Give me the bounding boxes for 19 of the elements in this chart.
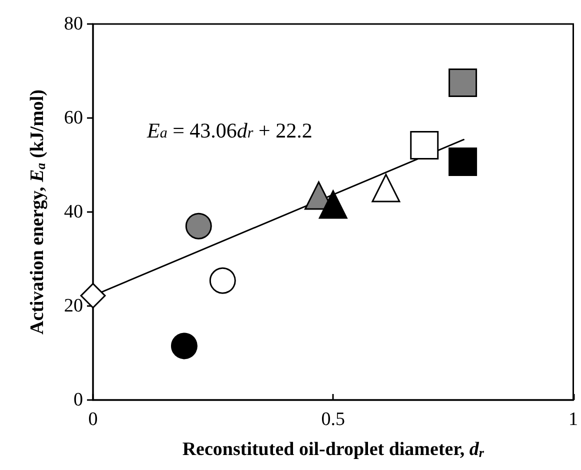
y-tick-label: 80 (64, 14, 83, 34)
y-tick-label: 0 (74, 390, 83, 410)
y-tick-label: 60 (64, 108, 83, 128)
x-axis-title: Reconstituted oil-droplet diameter, dr (182, 439, 485, 460)
point (372, 174, 400, 202)
y-tick-label: 40 (64, 202, 83, 222)
point (209, 267, 236, 294)
point (448, 68, 478, 97)
x-tick-label: 0 (88, 409, 98, 430)
point (185, 212, 212, 240)
point (410, 131, 439, 160)
point (448, 147, 478, 176)
annotation: Ea = 43.06dr + 22.2 (146, 118, 312, 142)
x-tick-label: 1 (568, 409, 578, 430)
y-axis-title: Activation energy, Ea (kJ/mol) (27, 89, 48, 335)
y-tick-label: 20 (64, 296, 83, 316)
point (171, 332, 198, 360)
x-tick-label: 0.5 (321, 409, 345, 430)
point (318, 190, 348, 219)
